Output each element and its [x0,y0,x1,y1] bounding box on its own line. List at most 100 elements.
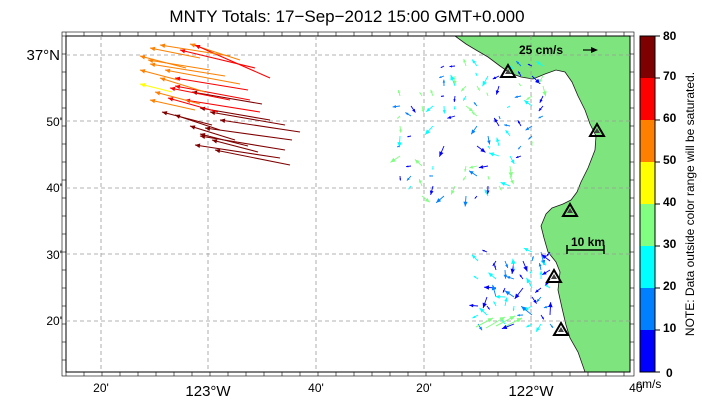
current-vector [475,72,478,77]
current-vector [506,276,515,280]
current-vector [179,48,256,69]
hf-station-core [567,208,573,213]
current-vector [536,296,542,303]
current-vector [424,125,434,135]
current-vector [397,89,401,97]
current-vector [527,63,533,67]
current-vector [492,260,497,267]
current-vector [471,111,478,117]
current-vector [463,195,468,207]
colorbar-ticks [655,35,660,373]
current-vector [447,115,456,119]
hf-station-core [505,69,511,74]
current-vector [405,112,412,117]
current-vector [159,77,206,93]
current-vector [440,65,445,69]
colorbar-tick-label: 0 [666,366,673,380]
colorbar-segment [640,204,655,247]
current-vector [449,65,456,68]
colorbar-segment [640,330,655,373]
current-vector [482,75,489,87]
colorbar-tick-label: 60 [663,111,677,125]
current-vector [540,260,547,266]
current-vector [429,185,434,196]
hf-station-marker [561,202,579,217]
hf-station-marker [552,321,570,336]
current-vector [545,284,551,289]
current-vector [509,175,514,185]
colorbar-unit: cm/s [636,377,661,391]
current-vector [442,105,446,114]
current-vector [496,137,500,147]
current-vector [504,124,511,127]
colorbar-segment [640,120,655,163]
current-vector [488,272,497,280]
current-vector [526,323,533,328]
current-vector [421,195,430,203]
current-vector [462,175,467,181]
current-vector [408,185,412,190]
current-vector [435,195,445,204]
current-vector [526,277,533,289]
current-vector [214,148,291,166]
current-vector [503,269,508,279]
current-vector [498,115,501,120]
current-vector [440,95,445,97]
current-vector [473,102,478,107]
colorbar-segment [640,162,655,205]
current-vector [508,165,513,178]
current-vector [500,181,511,187]
current-vector [149,62,226,77]
current-vector [502,287,506,293]
colorbar-tick-label: 20 [663,279,677,293]
current-vector [189,125,236,141]
current-vector [514,287,524,300]
current-vector [159,43,231,57]
current-vector [406,175,412,181]
current-vector [536,61,544,67]
current-vector [452,75,457,85]
current-vector [442,79,446,87]
x-tick-label: 20' [93,381,109,395]
current-vector [396,145,401,148]
colorbar-tick-label: 30 [663,237,677,251]
current-vector [504,260,509,269]
current-vector [149,46,201,59]
current-vector [520,305,533,316]
current-vector [549,323,554,329]
current-vector [509,65,514,70]
current-vector [476,85,481,91]
colorbar-tick-label: 80 [663,29,677,43]
current-vector [482,249,488,253]
current-vector [538,75,544,84]
current-vector [463,58,467,67]
colorbar-segment [640,78,655,121]
y-tick-label: 30' [46,248,62,262]
current-vector [530,140,533,147]
current-vector [469,165,478,169]
current-vector [164,68,241,85]
current-vector [531,296,537,304]
current-vector [487,135,491,145]
colorbar-tick-label: 10 [663,321,677,335]
map-frame [65,35,631,373]
current-vector [525,125,533,131]
colorbar-note: NOTE: Data outside color range will be s… [683,72,697,336]
colorbar-segment [640,36,655,79]
current-vector [512,305,515,311]
current-vector [517,71,522,77]
current-vector [405,165,412,168]
current-vector [473,275,479,280]
current-vector [492,75,500,80]
current-vector [541,254,551,262]
colorbar-segment [640,288,655,331]
current-vector [491,284,497,298]
current-vector [471,59,478,67]
hf-station-marker [545,268,563,283]
current-vector [493,301,497,307]
hf-station-core [551,274,557,279]
current-vector [488,152,500,157]
map-border-outer [61,31,635,377]
map-title: MNTY Totals: 17−Sep−2012 15:00 GMT+0.000 [169,7,524,26]
